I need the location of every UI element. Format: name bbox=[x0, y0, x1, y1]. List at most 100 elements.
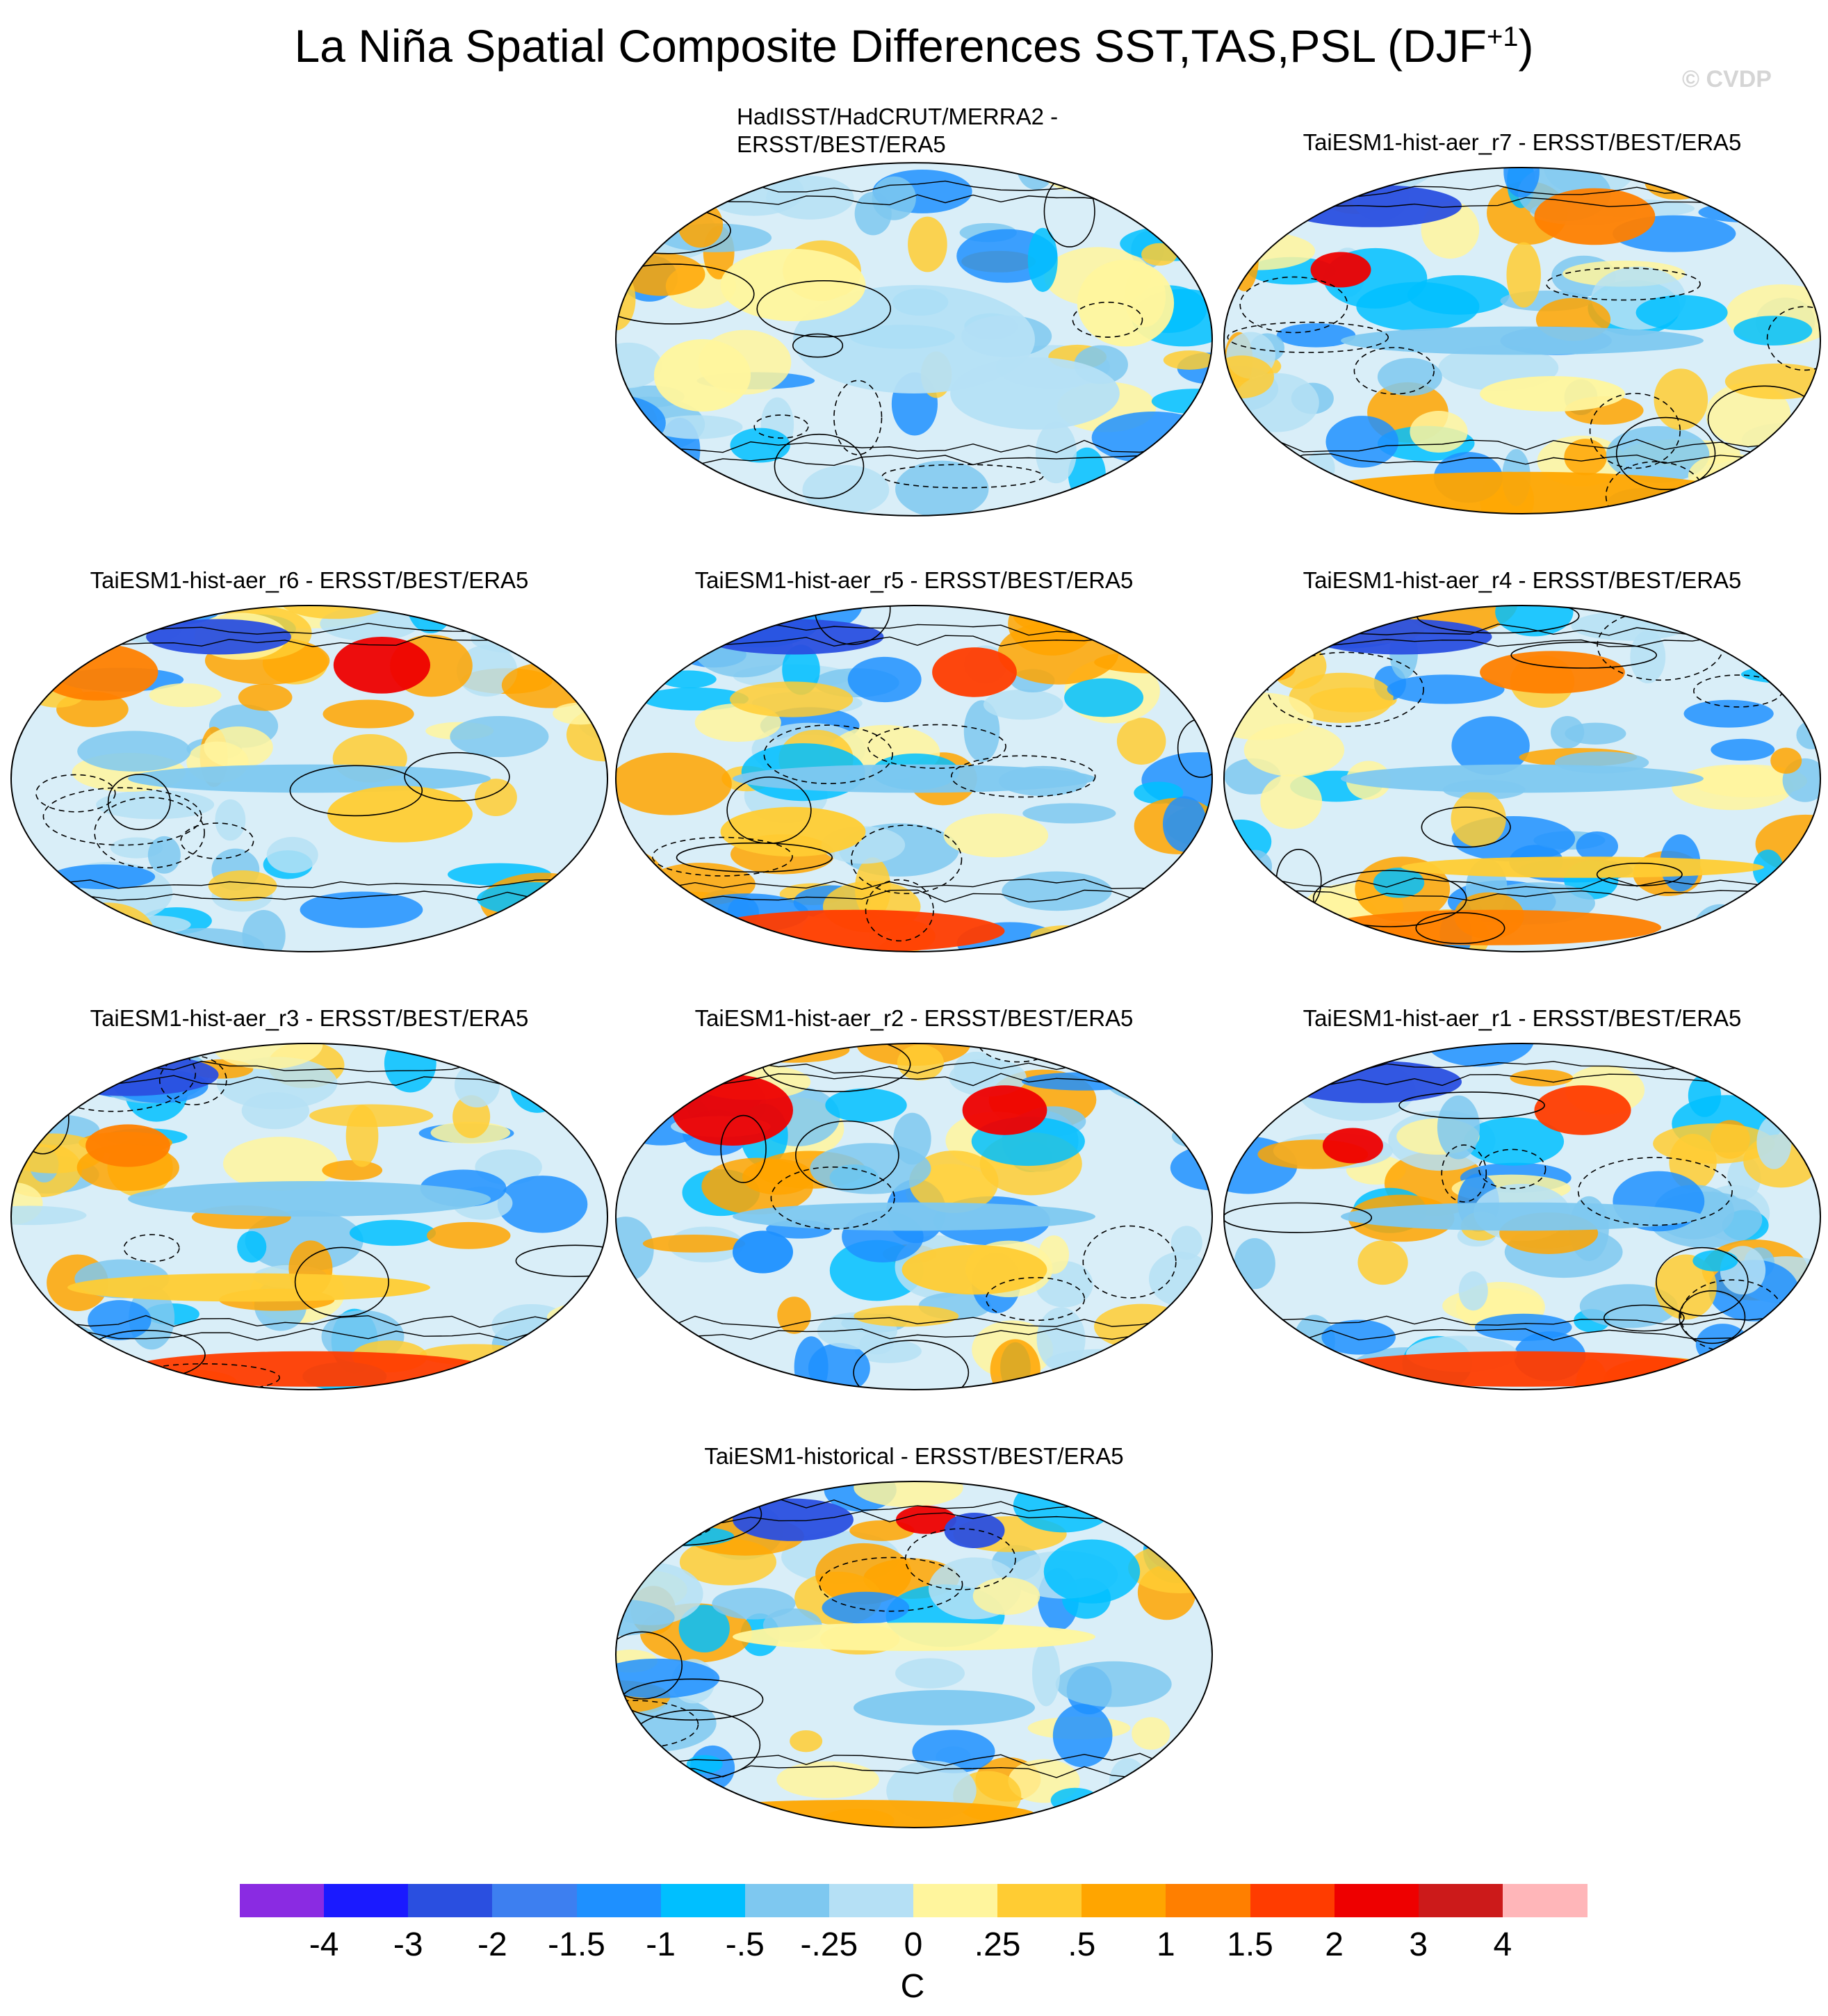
anomaly-patch bbox=[532, 641, 607, 662]
map-field bbox=[616, 1043, 1212, 1390]
colorbar-tick-label: -.5 bbox=[725, 1926, 765, 1963]
map-field bbox=[11, 605, 607, 952]
panel-title-r2: TaiESM1-hist-aer_r2 - ERSST/BEST/ERA5 bbox=[694, 1005, 1134, 1031]
anomaly-patch bbox=[1224, 1082, 1251, 1132]
anomaly-patch bbox=[825, 1088, 907, 1123]
anomaly-patch bbox=[517, 934, 578, 952]
anomaly-patch bbox=[1235, 1053, 1303, 1102]
anomaly-feature bbox=[1310, 471, 1734, 514]
anomaly-patch bbox=[1635, 295, 1728, 330]
figure-title-superscript: +1 bbox=[1486, 22, 1519, 52]
psl-contour bbox=[1441, 1144, 1487, 1203]
psl-contour bbox=[867, 724, 1006, 769]
anomaly-patch bbox=[300, 891, 423, 928]
anomaly-feature bbox=[733, 1202, 1095, 1231]
psl-contour bbox=[1546, 267, 1701, 301]
psl-contour bbox=[851, 824, 963, 895]
panel-title-r6: TaiESM1-hist-aer_r6 - ERSST/BEST/ERA5 bbox=[90, 567, 529, 593]
anomaly-feature bbox=[1328, 1351, 1716, 1387]
anomaly-patch bbox=[1321, 1319, 1396, 1355]
anomaly-patch bbox=[323, 699, 414, 729]
anomaly-feature bbox=[1341, 1202, 1704, 1231]
anomaly-patch bbox=[1377, 358, 1442, 396]
colorbar-tick-label: .25 bbox=[974, 1926, 1021, 1963]
colorbar-swatch bbox=[1166, 1884, 1250, 1917]
anomaly-patch bbox=[1690, 764, 1808, 797]
colorbar-tick-label: .5 bbox=[1068, 1926, 1096, 1963]
anomaly-feature bbox=[950, 357, 1120, 430]
anomaly-feature bbox=[733, 764, 1095, 793]
colorbar-tick-label: -1 bbox=[646, 1926, 676, 1963]
psl-contour bbox=[616, 878, 1196, 891]
anomaly-patch bbox=[11, 1105, 33, 1136]
anomaly-patch bbox=[766, 176, 854, 220]
map-historical bbox=[615, 1481, 1213, 1828]
anomaly-feature bbox=[327, 786, 473, 843]
anomaly-patch bbox=[616, 429, 664, 491]
anomaly-patch bbox=[1571, 611, 1688, 641]
map-border bbox=[10, 605, 608, 952]
anomaly-patch bbox=[1424, 1043, 1535, 1067]
anomaly-patch bbox=[1052, 1704, 1113, 1768]
anomaly-patch bbox=[1119, 1043, 1212, 1091]
colorbar-tick-label: -2 bbox=[478, 1926, 507, 1963]
anomaly-patch bbox=[1248, 168, 1291, 199]
anomaly-patch bbox=[1148, 631, 1212, 651]
anomaly-patch bbox=[1234, 1238, 1275, 1290]
psl-contour bbox=[11, 614, 44, 655]
anomaly-patch bbox=[1768, 605, 1820, 637]
anomaly-patch bbox=[616, 471, 723, 507]
psl-contour bbox=[1072, 301, 1143, 338]
anomaly-patch bbox=[1002, 871, 1112, 911]
anomaly-feature bbox=[128, 764, 491, 793]
psl-contour bbox=[180, 822, 254, 859]
anomaly-patch bbox=[616, 1217, 654, 1282]
figure-title-main: La Niña Spatial Composite Differences SS… bbox=[294, 20, 1487, 72]
psl-contour bbox=[1656, 1246, 1749, 1317]
anomaly-patch bbox=[1290, 607, 1321, 633]
colorbar-tick-label: 1 bbox=[1157, 1926, 1175, 1963]
psl-contour bbox=[1224, 1328, 1804, 1341]
anomaly-feature bbox=[1077, 259, 1175, 347]
anomaly-patch bbox=[11, 896, 44, 922]
anomaly-patch bbox=[1576, 831, 1619, 861]
psl-contour bbox=[11, 1327, 591, 1341]
psl-contour bbox=[1224, 187, 1299, 224]
anomaly-patch bbox=[1770, 747, 1802, 774]
anomaly-patch bbox=[908, 216, 947, 273]
anomaly-patch bbox=[1688, 453, 1770, 499]
anomaly-patch bbox=[1224, 909, 1287, 938]
panel-title-obs-line1: HadISST/HadCRUT/MERRA2 - bbox=[737, 104, 1059, 129]
psl-contour bbox=[1312, 870, 1467, 927]
anomaly-patch bbox=[1711, 738, 1775, 761]
psl-contour bbox=[774, 433, 865, 499]
anomaly-patch bbox=[427, 1221, 511, 1249]
anomaly-patch bbox=[954, 1051, 999, 1088]
psl-contour bbox=[720, 1114, 767, 1183]
anomaly-feature bbox=[1480, 651, 1625, 694]
anomaly-patch bbox=[96, 790, 215, 820]
anomaly-patch bbox=[1752, 885, 1803, 932]
anomaly-patch bbox=[11, 1317, 67, 1378]
anomaly-patch bbox=[1451, 716, 1530, 775]
anomaly-patch bbox=[345, 1105, 379, 1167]
map-panel-r3: TaiESM1-hist-aer_r3 - ERSST/BEST/ERA5 bbox=[7, 1005, 612, 1394]
psl-contour bbox=[489, 912, 607, 952]
anomaly-patch bbox=[11, 857, 47, 898]
anomaly-patch bbox=[241, 1092, 309, 1130]
anomaly-patch bbox=[513, 605, 557, 621]
anomaly-patch bbox=[1163, 350, 1212, 370]
colorbar-tick-label: -3 bbox=[393, 1926, 423, 1963]
anomaly-patch bbox=[1094, 1481, 1211, 1512]
psl-contour bbox=[1224, 439, 1804, 453]
anomaly-patch bbox=[696, 605, 752, 624]
psl-contour bbox=[651, 836, 793, 877]
anomaly-patch bbox=[1224, 1351, 1279, 1390]
colorbar-tick-label: 4 bbox=[1493, 1926, 1512, 1963]
map-field bbox=[11, 1043, 607, 1390]
map-border bbox=[1223, 167, 1821, 514]
anomaly-feature bbox=[128, 1181, 491, 1217]
psl-contour bbox=[11, 1315, 591, 1328]
anomaly-patch bbox=[1463, 1117, 1565, 1166]
map-panel-r4: TaiESM1-hist-aer_r4 - ERSST/BEST/ERA5 bbox=[1220, 567, 1825, 956]
